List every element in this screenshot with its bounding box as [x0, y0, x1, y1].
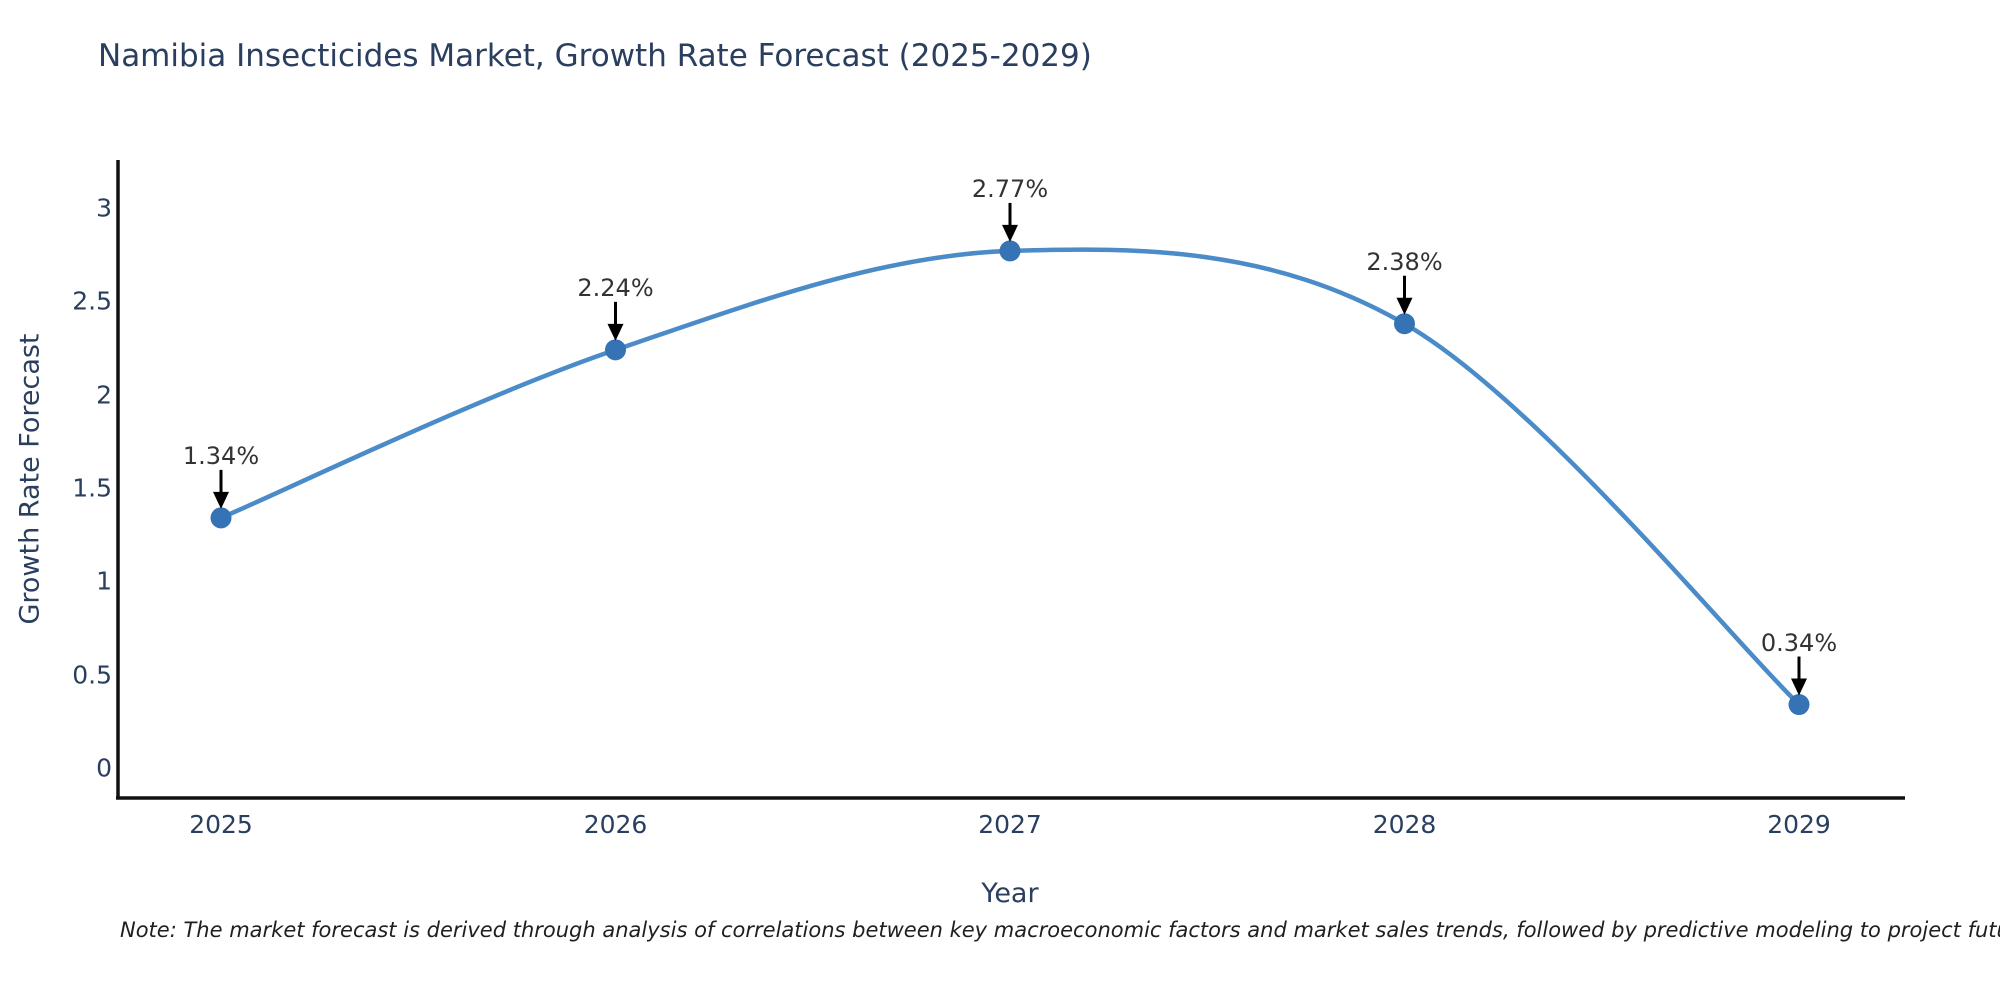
x-tick-label: 2025 [189, 810, 253, 839]
y-tick-label: 0.5 [72, 660, 112, 690]
x-tick-label: 2026 [583, 810, 648, 839]
x-tick-label: 2027 [978, 810, 1042, 839]
point-value-label: 2.38% [1366, 247, 1443, 276]
point-value-label: 0.34% [1760, 628, 1838, 657]
annotation-arrowhead [213, 491, 229, 509]
data-point-marker [999, 240, 1021, 262]
x-axis-title: Year [981, 878, 1039, 909]
point-value-label: 2.24% [577, 273, 654, 302]
y-tick-label: 1.5 [72, 473, 112, 503]
x-tick-label: 2029 [1767, 810, 1831, 839]
annotation-arrowhead [607, 323, 624, 341]
x-tick-label: 2028 [1372, 810, 1437, 839]
data-point-marker [1788, 694, 1810, 716]
y-tick-label: 1 [96, 566, 112, 596]
y-tick-label: 2 [96, 380, 112, 410]
y-tick-label: 0 [96, 753, 112, 783]
data-point-marker [605, 339, 626, 361]
y-tick-label: 3 [96, 193, 112, 223]
chart-title: Namibia Insecticides Market, Growth Rate… [98, 38, 1092, 74]
footnote: Note: The market forecast is derived thr… [120, 918, 2000, 942]
data-point-marker [1394, 313, 1415, 335]
y-tick-label: 2.5 [72, 286, 112, 316]
annotation-arrowhead [1002, 224, 1018, 242]
annotation-arrowhead [1791, 678, 1807, 696]
forecast-line [218, 247, 1802, 707]
data-point-marker [210, 507, 232, 529]
annotation-arrowhead [1396, 297, 1413, 315]
point-value-label: 1.34% [182, 441, 260, 470]
point-value-label: 2.77% [971, 174, 1049, 203]
